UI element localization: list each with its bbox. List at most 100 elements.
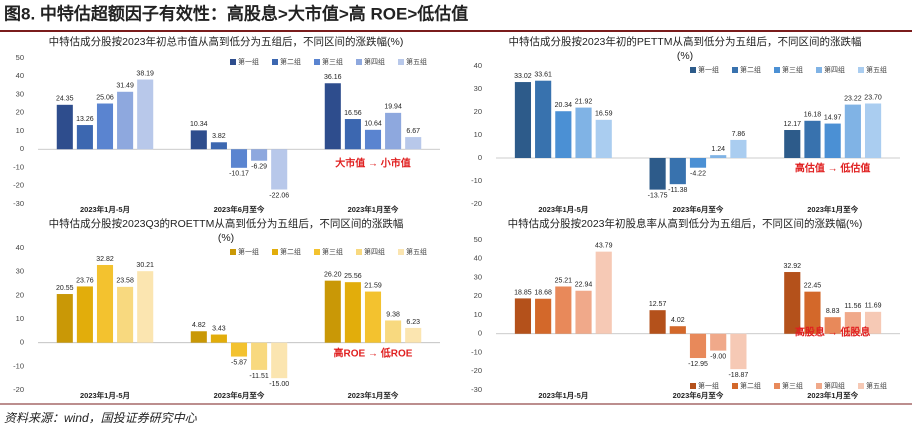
legend-swatch (774, 67, 780, 73)
bar (251, 149, 268, 161)
bar (324, 280, 341, 343)
bar (649, 158, 666, 190)
y-tick-label: 30 (16, 267, 24, 276)
bar (76, 125, 93, 150)
bar (405, 327, 422, 343)
bar (117, 286, 134, 343)
value-label: 32.92 (784, 263, 802, 270)
legend-swatch (230, 59, 236, 65)
bar (364, 291, 382, 343)
value-label: -15.00 (269, 381, 289, 388)
value-label: 20.34 (555, 102, 573, 109)
value-label: -22.06 (269, 192, 289, 199)
legend-label: 第四组 (364, 57, 385, 66)
y-tick-label: 40 (474, 254, 482, 263)
legend-swatch (732, 67, 738, 73)
value-label: 12.57 (649, 301, 667, 308)
y-tick-label: -20 (13, 385, 24, 394)
legend-label: 第二组 (740, 381, 761, 390)
legend-label: 第五组 (866, 381, 887, 390)
bar (271, 149, 288, 190)
y-tick-label: 30 (16, 89, 24, 98)
value-label: -10.17 (229, 171, 249, 178)
legend-swatch (272, 249, 278, 255)
legend-label: 第二组 (740, 65, 761, 74)
value-label: 23.22 (844, 95, 862, 102)
bar (804, 291, 821, 334)
value-label: 10.64 (364, 121, 382, 128)
bar (824, 123, 841, 158)
value-label: -13.75 (648, 192, 668, 199)
y-tick-label: -10 (13, 162, 24, 171)
legend-swatch (690, 383, 696, 389)
y-tick-label: 0 (478, 153, 482, 162)
value-label: -9.00 (710, 353, 726, 360)
bar (784, 130, 801, 158)
bar (844, 104, 861, 158)
bar (190, 130, 207, 150)
bar (710, 333, 727, 351)
legend-swatch (272, 59, 278, 65)
legend-label: 第四组 (824, 381, 845, 390)
y-tick-label: -20 (471, 366, 482, 375)
annotation: 高ROE → 低ROE (334, 347, 413, 360)
legend-swatch (774, 383, 780, 389)
bar (117, 91, 134, 150)
bar (535, 298, 552, 334)
value-label: 3.82 (212, 133, 226, 140)
bar (76, 286, 93, 343)
value-label: 11.69 (865, 303, 882, 310)
value-label: -5.87 (231, 359, 247, 366)
chart-subtitle: (%) (677, 50, 693, 62)
legend-label: 第五组 (866, 65, 887, 74)
legend-swatch (690, 67, 696, 73)
value-label: 25.06 (96, 94, 114, 101)
y-tick-label: 10 (474, 130, 482, 139)
x-tick-label: 2023年6月至今 (214, 204, 265, 214)
y-tick-label: 40 (474, 61, 482, 70)
y-tick-label: 20 (474, 107, 482, 116)
value-label: 4.02 (671, 317, 685, 324)
bar (864, 311, 882, 334)
value-label: 19.94 (384, 104, 402, 111)
value-label: 4.82 (192, 322, 206, 329)
bar (344, 119, 361, 150)
value-label: 18.68 (534, 290, 552, 297)
value-label: 23.70 (864, 94, 882, 101)
bar (56, 294, 73, 343)
value-label: 21.92 (575, 98, 593, 105)
bar (96, 264, 114, 343)
legend-label: 第二组 (280, 247, 301, 256)
value-label: 13.26 (76, 116, 94, 123)
bar (689, 333, 707, 359)
bar (535, 80, 552, 158)
bar (514, 82, 532, 158)
value-label: 10.34 (190, 121, 208, 128)
value-label: 32.82 (96, 256, 114, 263)
bar (56, 104, 73, 150)
x-tick-label: 2023年1月至今 (348, 204, 399, 214)
value-label: 7.86 (732, 131, 746, 138)
bar (575, 290, 592, 334)
legend-label: 第五组 (406, 57, 427, 66)
bar (669, 158, 686, 185)
y-tick-label: -30 (471, 385, 482, 394)
legend-label: 第四组 (364, 247, 385, 256)
x-tick-label: 2023年1月至今 (807, 204, 858, 214)
y-tick-label: 30 (474, 84, 482, 93)
bar (595, 119, 612, 158)
value-label: 25.21 (555, 277, 573, 284)
value-label: 25.56 (344, 273, 362, 280)
y-tick-label: -30 (13, 199, 24, 208)
legend-swatch (816, 67, 822, 73)
value-label: 16.56 (344, 110, 362, 117)
value-label: 12.17 (784, 121, 802, 128)
legend-label: 第三组 (322, 247, 343, 256)
bar (555, 286, 572, 334)
bar (324, 83, 341, 150)
value-label: 23.76 (76, 277, 94, 284)
value-label: -11.51 (249, 373, 268, 380)
y-tick-label: 50 (474, 235, 482, 244)
legend-swatch (816, 383, 822, 389)
value-label: 6.67 (406, 128, 420, 135)
